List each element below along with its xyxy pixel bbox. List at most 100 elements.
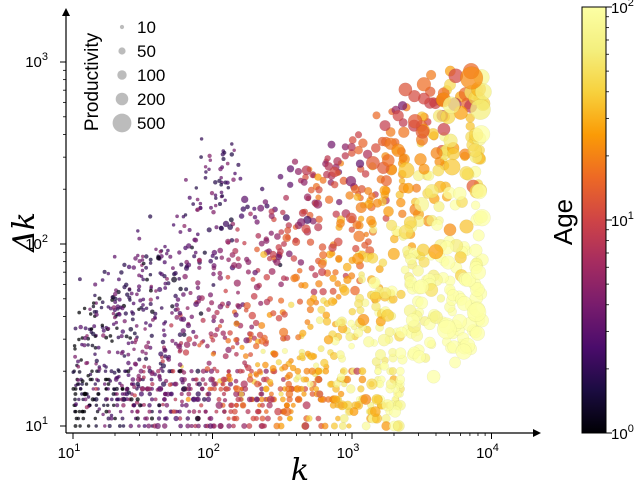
data-point	[300, 376, 307, 383]
data-point	[218, 225, 225, 232]
data-point	[93, 396, 99, 402]
data-point	[242, 360, 248, 366]
data-point	[226, 257, 232, 263]
data-point	[405, 313, 420, 328]
data-point	[290, 402, 296, 408]
data-point	[398, 209, 407, 219]
data-point	[296, 267, 303, 274]
data-point	[259, 391, 265, 397]
data-point	[333, 237, 343, 247]
data-point	[235, 262, 242, 270]
data-point	[130, 311, 136, 316]
data-point	[79, 358, 84, 362]
data-point	[328, 243, 337, 252]
data-point	[165, 391, 171, 397]
data-point	[345, 212, 357, 224]
data-point	[99, 305, 104, 310]
data-point	[361, 170, 370, 178]
data-point	[315, 186, 323, 194]
data-point	[118, 409, 123, 414]
data-point	[103, 369, 108, 374]
data-point	[171, 276, 178, 283]
data-point	[223, 385, 230, 392]
data-point	[459, 166, 474, 180]
data-point	[329, 274, 337, 283]
data-point	[88, 307, 92, 312]
data-point	[398, 162, 415, 179]
data-point	[315, 316, 324, 325]
colorbar-tick-label: 100	[611, 423, 634, 443]
data-point	[163, 354, 168, 359]
data-point	[83, 397, 88, 402]
data-point	[97, 296, 102, 301]
data-point	[428, 244, 444, 260]
data-point	[226, 423, 232, 429]
data-point	[183, 402, 189, 408]
data-point	[148, 301, 153, 307]
data-point	[346, 423, 352, 429]
data-point	[317, 259, 327, 269]
colorbar-label: Age	[548, 199, 578, 245]
data-point	[470, 326, 485, 341]
data-point	[244, 364, 252, 372]
data-point	[442, 96, 461, 114]
data-point	[268, 391, 274, 397]
data-point	[337, 390, 345, 398]
data-point	[163, 285, 168, 291]
data-point	[249, 324, 255, 330]
data-point	[217, 201, 223, 207]
data-point	[162, 260, 167, 265]
data-point	[77, 337, 81, 342]
data-point	[107, 423, 112, 429]
data-point	[208, 158, 213, 163]
data-point	[149, 377, 154, 382]
colorbar-tick-label: 101	[611, 210, 634, 230]
data-point	[117, 369, 121, 374]
data-point	[315, 215, 323, 224]
data-point	[230, 345, 236, 350]
data-point	[285, 371, 294, 379]
data-point	[310, 288, 318, 296]
data-point	[228, 217, 234, 223]
data-point	[386, 219, 398, 231]
data-point	[131, 301, 136, 306]
data-point	[174, 314, 180, 320]
data-point	[120, 329, 126, 334]
data-point	[138, 391, 145, 397]
data-point	[355, 202, 367, 214]
data-point	[454, 251, 467, 264]
data-point	[372, 198, 382, 208]
data-point	[380, 175, 392, 187]
data-point	[203, 175, 208, 180]
data-point	[252, 342, 260, 350]
data-point	[273, 422, 281, 430]
data-point	[213, 203, 218, 208]
data-point	[317, 345, 325, 353]
data-point	[347, 319, 355, 328]
data-point	[366, 378, 378, 390]
data-point	[379, 287, 392, 300]
data-point	[86, 424, 91, 428]
data-point	[281, 311, 288, 318]
data-point	[471, 183, 487, 200]
data-point	[287, 301, 295, 309]
data-point	[149, 333, 155, 339]
data-point	[233, 337, 239, 343]
data-point	[112, 254, 117, 259]
data-point	[257, 204, 265, 212]
data-point	[281, 363, 289, 371]
data-point	[161, 328, 166, 333]
data-point	[141, 277, 146, 282]
data-point	[167, 382, 173, 388]
data-point	[169, 323, 174, 328]
data-point	[165, 248, 170, 253]
data-point	[225, 180, 230, 185]
data-point	[155, 368, 161, 374]
data-point	[135, 376, 142, 383]
data-point	[379, 185, 390, 196]
data-point	[308, 367, 316, 375]
data-point	[174, 302, 180, 308]
data-point	[109, 397, 114, 402]
data-point	[81, 416, 86, 421]
data-point	[80, 409, 85, 414]
